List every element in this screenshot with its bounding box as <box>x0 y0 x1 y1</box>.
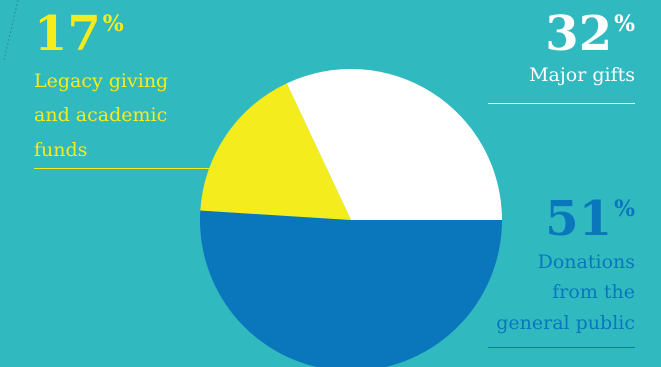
pie-slice-public-donations <box>200 210 502 367</box>
public-donations-label-block: 51% Donations from the general public <box>415 195 635 334</box>
major-gifts-divider <box>488 103 635 104</box>
legacy-label-line-2: and academic <box>34 104 168 127</box>
pie-slice-legacy-giving <box>200 83 351 220</box>
legacy-label-block: 17% Legacy giving and academic funds <box>34 10 234 161</box>
major-gifts-label-block: 32% Major gifts <box>415 10 635 86</box>
public-donations-divider <box>488 347 635 348</box>
legacy-label-line-1: Legacy giving <box>34 70 169 92</box>
legacy-label-line-3: funds <box>34 138 88 161</box>
legacy-percent-sign: % <box>102 11 124 37</box>
legacy-divider <box>34 168 210 169</box>
pie-slice-major-gifts <box>286 69 502 220</box>
public-donations-label-line-1: Donations <box>537 251 635 273</box>
major-gifts-label-line-1: Major gifts <box>529 64 635 86</box>
public-donations-label-line-2: from the <box>552 281 635 304</box>
public-donations-percent-value: 51 <box>545 191 613 247</box>
public-donations-label-line-3: general public <box>496 311 635 334</box>
legacy-percent-value: 17 <box>34 6 101 62</box>
major-gifts-percent-sign: % <box>614 11 635 37</box>
public-donations-percent-sign: % <box>614 196 635 222</box>
major-gifts-percent-value: 32 <box>545 6 613 62</box>
